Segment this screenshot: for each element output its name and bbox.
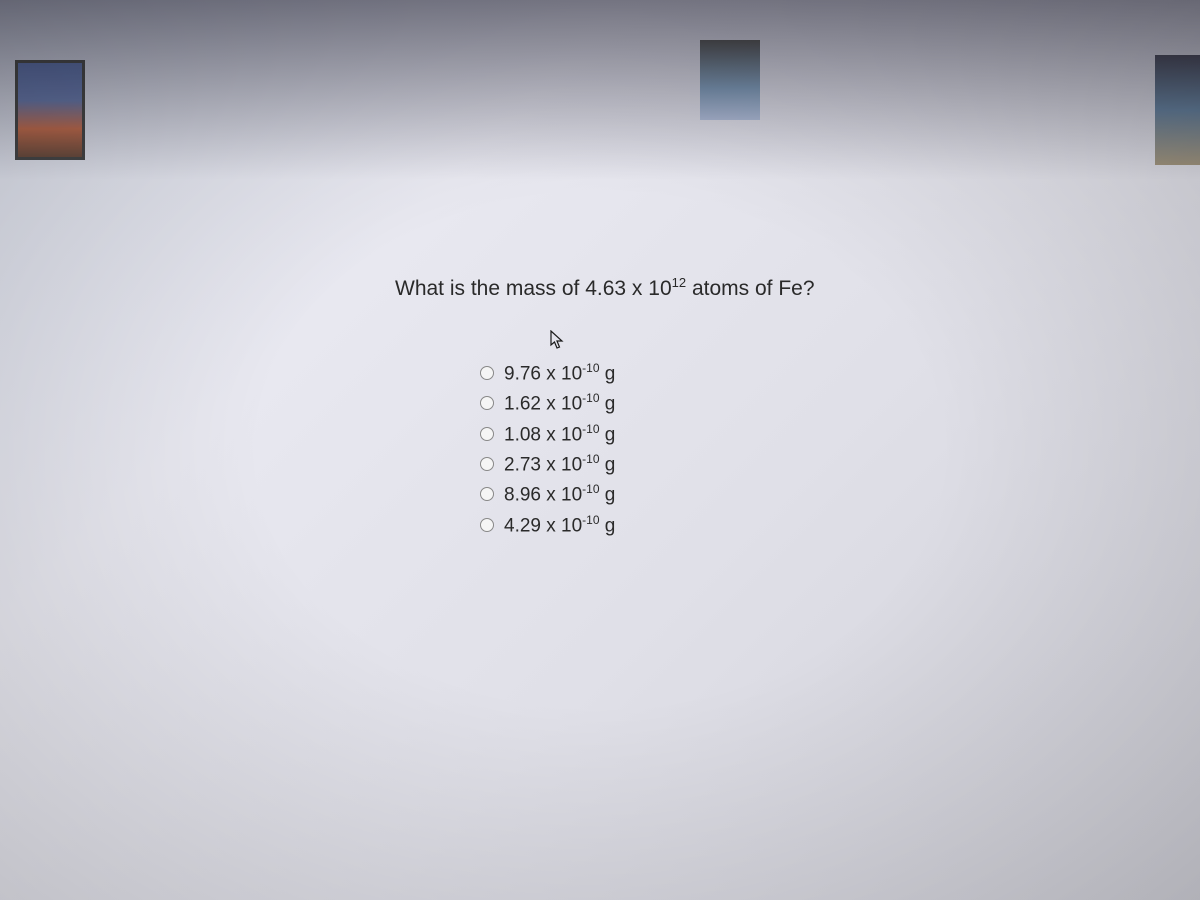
option-unit: g	[600, 394, 616, 415]
screen-reflection-right	[1155, 55, 1200, 165]
option-coefficient: 4.29 x 10	[504, 515, 582, 536]
option-row[interactable]: 9.76 x 10-10 g	[480, 361, 955, 385]
option-exponent: -10	[582, 361, 599, 375]
option-unit: g	[600, 454, 616, 475]
screen-glare-top	[0, 0, 1200, 180]
option-row[interactable]: 2.73 x 10-10 g	[480, 452, 955, 476]
option-row[interactable]: 4.29 x 10-10 g	[480, 513, 955, 537]
option-coefficient: 1.62 x 10	[504, 394, 582, 415]
option-coefficient: 9.76 x 10	[504, 363, 582, 384]
option-coefficient: 8.96 x 10	[504, 485, 582, 506]
radio-button[interactable]	[480, 396, 494, 410]
radio-button[interactable]	[480, 518, 494, 532]
option-row[interactable]: 1.62 x 10-10 g	[480, 391, 955, 415]
question-prefix: What is the mass of 4.63 x 10	[395, 277, 672, 300]
answer-options: 9.76 x 10-10 g1.62 x 10-10 g1.08 x 10-10…	[480, 361, 955, 537]
screen-reflection-left	[15, 60, 85, 160]
option-label: 4.29 x 10-10 g	[504, 513, 615, 537]
option-exponent: -10	[582, 513, 599, 527]
option-label: 2.73 x 10-10 g	[504, 452, 615, 476]
option-exponent: -10	[582, 422, 599, 436]
option-exponent: -10	[582, 452, 599, 466]
option-label: 1.08 x 10-10 g	[504, 422, 615, 446]
question-text: What is the mass of 4.63 x 1012 atoms of…	[395, 275, 955, 301]
option-coefficient: 1.08 x 10	[504, 424, 582, 445]
option-coefficient: 2.73 x 10	[504, 454, 582, 475]
option-unit: g	[600, 485, 616, 506]
radio-button[interactable]	[480, 366, 494, 380]
quiz-content: What is the mass of 4.63 x 1012 atoms of…	[395, 275, 955, 537]
question-exponent: 12	[672, 275, 686, 290]
radio-button[interactable]	[480, 487, 494, 501]
option-exponent: -10	[582, 391, 599, 405]
radio-button[interactable]	[480, 457, 494, 471]
option-row[interactable]: 1.08 x 10-10 g	[480, 422, 955, 446]
screen-reflection-top	[700, 40, 760, 120]
option-unit: g	[600, 424, 616, 445]
option-unit: g	[600, 515, 616, 536]
option-exponent: -10	[582, 482, 599, 496]
radio-button[interactable]	[480, 427, 494, 441]
option-label: 9.76 x 10-10 g	[504, 361, 615, 385]
question-suffix: atoms of Fe?	[686, 277, 814, 300]
option-label: 1.62 x 10-10 g	[504, 391, 615, 415]
option-unit: g	[600, 363, 616, 384]
option-row[interactable]: 8.96 x 10-10 g	[480, 482, 955, 506]
option-label: 8.96 x 10-10 g	[504, 482, 615, 506]
